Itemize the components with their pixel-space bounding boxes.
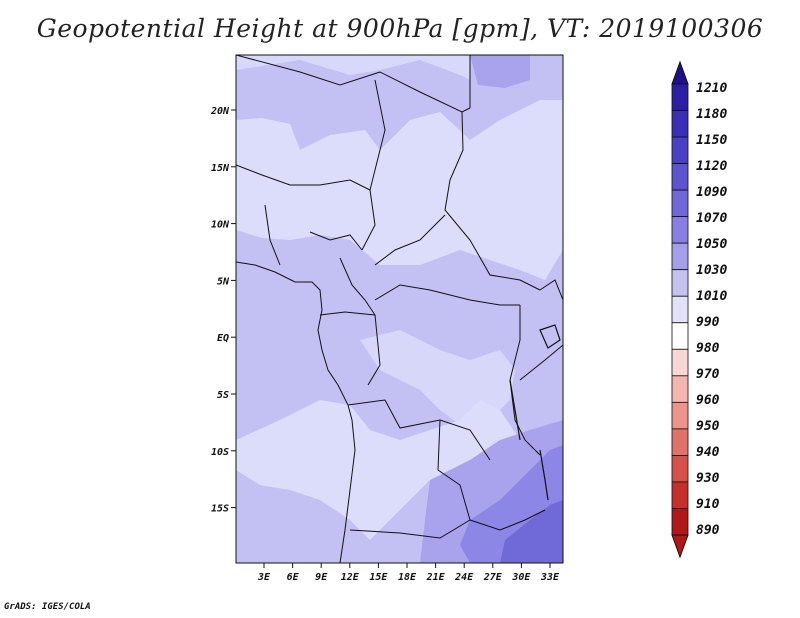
border-car-drc [374, 284, 520, 306]
lon-tick-label: 21E [426, 572, 446, 583]
border-cameroon [339, 257, 381, 386]
colorbar-label: 1070 [696, 211, 727, 226]
border-namibia [349, 519, 471, 539]
colorbar-label: 930 [696, 471, 720, 486]
contour-1050-northeast [470, 55, 530, 88]
border-east-africa [509, 305, 541, 456]
colorbar-swatch [671, 110, 689, 138]
lon-tick-label: 18E [398, 572, 417, 583]
border-nigeria [264, 204, 363, 266]
lon-tick-label: 12E [341, 572, 360, 583]
map-title: Geopotential Height at 900hPa [gpm], VT:… [36, 14, 764, 43]
border-angola-zambia [437, 419, 471, 521]
colorbar-label: 950 [696, 419, 720, 434]
colorbar-label: 960 [696, 393, 720, 408]
colorbar-label: 1210 [696, 81, 727, 96]
colorbar-label: 1180 [696, 107, 727, 122]
border-sudan [444, 111, 541, 291]
colorbar-swatch [671, 189, 689, 218]
border-drc-angola [347, 399, 491, 461]
colorbar-label: 890 [696, 523, 720, 538]
colorbar-swatch [671, 375, 689, 403]
country-borders [236, 55, 563, 563]
colorbar-swatch [671, 428, 689, 456]
colorbar-label: 1090 [696, 185, 727, 200]
colorbar-swatch [671, 481, 689, 509]
lake-tanganyika [509, 379, 521, 441]
border-gabon-congo [319, 311, 376, 316]
lake-victoria [539, 324, 561, 349]
colorbar-label: 1010 [696, 289, 727, 304]
lon-tick-label: 3E [257, 572, 271, 583]
colorbar-label: 990 [696, 315, 720, 330]
colorbar-label: 910 [696, 497, 720, 512]
contour-1010-north-top [236, 55, 470, 80]
border-chad-car [374, 214, 446, 266]
lon-tick-label: 33E [540, 572, 560, 583]
lat-tick-label: 20N [210, 106, 230, 117]
lakes [509, 324, 561, 501]
colorbar-swatch [671, 163, 689, 191]
lat-ticks: 20N 15N 10N 5N EQ 5S 10S 15S [210, 106, 236, 515]
colorbar-label: 1050 [696, 237, 727, 252]
contour-1010-south [236, 400, 520, 540]
lat-tick-label: EQ [217, 333, 229, 344]
colorbar-swatch [671, 216, 689, 244]
colorbar-swatch [671, 322, 689, 350]
colorbar-label: 940 [696, 445, 720, 460]
border-libya-chad [379, 71, 471, 113]
map-panel [236, 55, 563, 563]
lon-tick-label: 9E [315, 572, 328, 583]
lon-tick-label: 6E [287, 572, 300, 583]
lon-tick-label: 24E [454, 572, 474, 583]
grads-credit: GrADS: IGES/COLA [4, 602, 91, 612]
colorbar-label: 1030 [696, 263, 727, 278]
lake-malawi [539, 449, 549, 501]
border-algeria-libya [236, 55, 381, 86]
coastline-west-africa [236, 261, 356, 563]
border-zambia-south [469, 509, 546, 531]
colorbar-swatch [671, 508, 689, 536]
contour-1090-southeast [500, 500, 563, 563]
colorbar-top-arrow [671, 60, 689, 85]
lat-tick-label: 15N [211, 163, 230, 174]
map-frame [235, 54, 564, 564]
colorbar-label: 1120 [696, 159, 727, 174]
colorbar-swatch [671, 295, 689, 324]
lon-tick-label: 27E [483, 572, 503, 583]
colorbar-label: 1150 [696, 133, 727, 148]
lat-tick-label: 15S [211, 504, 229, 515]
colorbar-label: 980 [696, 341, 720, 356]
lat-tick-label: 5S [217, 390, 229, 401]
colorbar-swatch [671, 455, 689, 483]
colorbar-swatch [671, 242, 689, 271]
colorbar-label: 970 [696, 367, 720, 382]
lon-tick-label: 30E [511, 572, 531, 583]
lon-ticks: 3E 6E 9E 12E 15E 18E 21E 24E 27E 30E 33E [257, 563, 560, 583]
border-tanzania [519, 344, 563, 381]
colorbar-swatch [671, 269, 689, 297]
colorbar-swatch [671, 348, 689, 377]
colorbar-swatch [671, 136, 689, 164]
colorbar-swatch [671, 83, 689, 111]
lat-tick-label: 10S [211, 447, 229, 458]
lat-tick-label: 10N [211, 220, 230, 231]
lon-tick-label: 15E [369, 572, 388, 583]
border-ethiopia [539, 279, 563, 301]
lat-tick-label: 5N [217, 276, 230, 287]
colorbar: 1210 1180 1150 1120 1090 1070 1050 1030 1010 990 9… [671, 60, 727, 559]
colorbar-swatch [671, 401, 689, 430]
contour-1010-central [360, 330, 515, 425]
border-mali-niger [236, 164, 371, 191]
colorbar-bottom-arrow [671, 534, 689, 559]
